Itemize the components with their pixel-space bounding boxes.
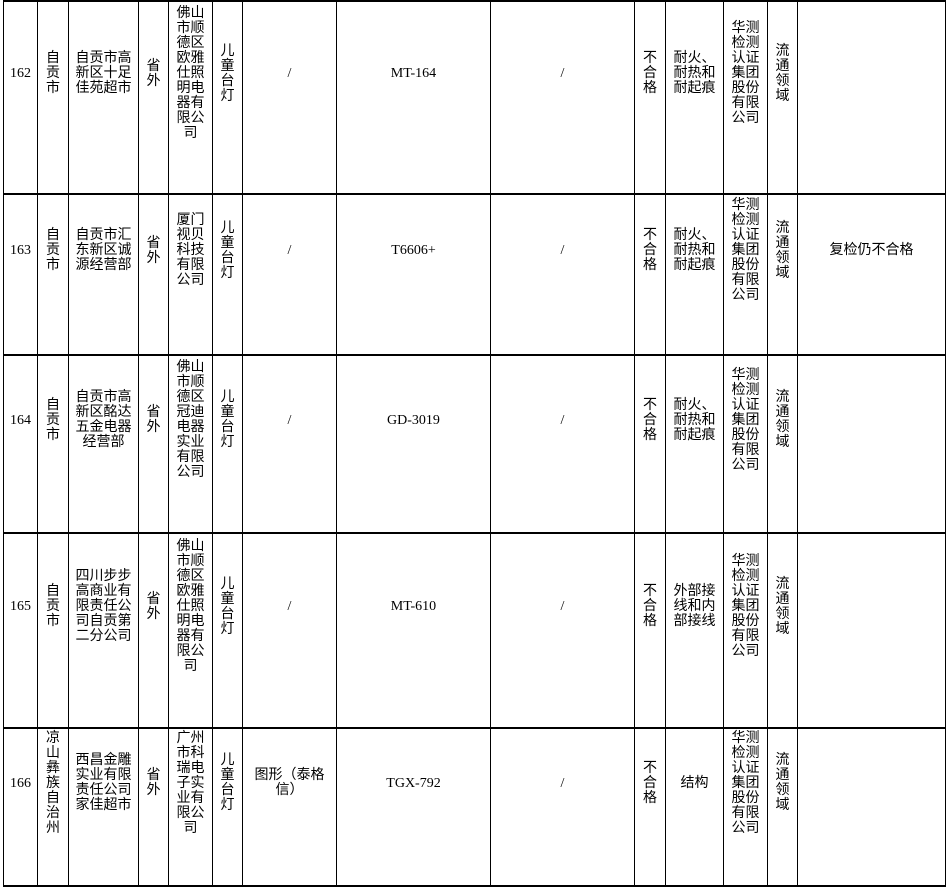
cell-sample-field: 流通领域 xyxy=(767,354,798,534)
cell-product-name: 儿童台灯 xyxy=(212,193,243,356)
cell-result: 不合格 xyxy=(634,727,666,887)
cell-seq-number: 164 xyxy=(3,354,38,534)
cell-origin: 省外 xyxy=(138,532,169,729)
cell-trademark: / xyxy=(242,354,337,534)
cell-agency: 华测检测认证集团股份有限公司 xyxy=(723,727,768,887)
table-row: 162 自贡市 自贡市高新区十足佳苑超市 省外 佛山市顺德区欧雅仕照明电器有限公… xyxy=(3,0,946,195)
cell-result: 不合格 xyxy=(634,532,666,729)
cell-manufacturer: 佛山市顺德区冠迪电器实业有限公司 xyxy=(168,354,213,534)
cell-seq-number: 165 xyxy=(3,532,38,729)
cell-region: 自贡市 xyxy=(37,193,69,356)
cell-seq-number: 166 xyxy=(3,727,38,887)
cell-trademark: / xyxy=(242,0,337,195)
cell-manufacturer: 佛山市顺德区欧雅仕照明电器有限公司 xyxy=(168,0,213,195)
cell-failed-items: 耐火、耐热和耐起痕 xyxy=(665,193,724,356)
cell-failed-items: 耐火、耐热和耐起痕 xyxy=(665,0,724,195)
cell-manufacturer: 佛山市顺德区欧雅仕照明电器有限公司 xyxy=(168,532,213,729)
cell-region: 凉山彝族自治州 xyxy=(37,727,69,887)
cell-model: TGX-792 xyxy=(336,727,491,887)
cell-seller: 自贡市高新区十足佳苑超市 xyxy=(68,0,139,195)
cell-seller: 自贡市汇东新区诚源经营部 xyxy=(68,193,139,356)
cell-model: MT-164 xyxy=(336,0,491,195)
cell-sample-field: 流通领域 xyxy=(767,193,798,356)
cell-seller: 西昌金雕实业有限责任公司家佳超市 xyxy=(68,727,139,887)
cell-model: T6606+ xyxy=(336,193,491,356)
cell-sample-field: 流通领域 xyxy=(767,532,798,729)
cell-agency: 华测检测认证集团股份有限公司 xyxy=(723,193,768,356)
table-row: 164 自贡市 自贡市高新区酩达五金电器经营部 省外 佛山市顺德区冠迪电器实业有… xyxy=(3,354,946,534)
cell-remark xyxy=(797,354,946,534)
cell-product-name: 儿童台灯 xyxy=(212,727,243,887)
cell-region: 自贡市 xyxy=(37,0,69,195)
cell-seller: 四川步步高商业有限责任公司自贡第二分公司 xyxy=(68,532,139,729)
cell-trademark: 图形（泰格信） xyxy=(242,727,337,887)
cell-result: 不合格 xyxy=(634,193,666,356)
cell-seq-number: 163 xyxy=(3,193,38,356)
cell-agency: 华测检测认证集团股份有限公司 xyxy=(723,532,768,729)
cell-failed-items: 结构 xyxy=(665,727,724,887)
cell-spec: / xyxy=(490,0,635,195)
cell-agency: 华测检测认证集团股份有限公司 xyxy=(723,354,768,534)
cell-trademark: / xyxy=(242,532,337,729)
cell-result: 不合格 xyxy=(634,0,666,195)
cell-product-name: 儿童台灯 xyxy=(212,0,243,195)
cell-region: 自贡市 xyxy=(37,354,69,534)
cell-failed-items: 耐火、耐热和耐起痕 xyxy=(665,354,724,534)
table-row: 163 自贡市 自贡市汇东新区诚源经营部 省外 厦门视贝科技有限公司 儿童台灯 … xyxy=(3,193,946,356)
cell-spec: / xyxy=(490,727,635,887)
table-row: 166 凉山彝族自治州 西昌金雕实业有限责任公司家佳超市 省外 广州市科瑞电子实… xyxy=(3,727,946,887)
cell-model: GD-3019 xyxy=(336,354,491,534)
cell-agency: 华测检测认证集团股份有限公司 xyxy=(723,0,768,195)
inspection-results-table: 162 自贡市 自贡市高新区十足佳苑超市 省外 佛山市顺德区欧雅仕照明电器有限公… xyxy=(3,0,946,887)
cell-remark xyxy=(797,0,946,195)
cell-sample-field: 流通领域 xyxy=(767,727,798,887)
cell-origin: 省外 xyxy=(138,0,169,195)
cell-remark xyxy=(797,532,946,729)
cell-spec: / xyxy=(490,193,635,356)
cell-seller: 自贡市高新区酩达五金电器经营部 xyxy=(68,354,139,534)
cell-origin: 省外 xyxy=(138,727,169,887)
cell-remark xyxy=(797,727,946,887)
cell-spec: / xyxy=(490,532,635,729)
cell-failed-items: 外部接线和内部接线 xyxy=(665,532,724,729)
cell-origin: 省外 xyxy=(138,354,169,534)
cell-manufacturer: 厦门视贝科技有限公司 xyxy=(168,193,213,356)
cell-result: 不合格 xyxy=(634,354,666,534)
table-row: 165 自贡市 四川步步高商业有限责任公司自贡第二分公司 省外 佛山市顺德区欧雅… xyxy=(3,532,946,729)
cell-region: 自贡市 xyxy=(37,532,69,729)
cell-trademark: / xyxy=(242,193,337,356)
cell-product-name: 儿童台灯 xyxy=(212,532,243,729)
cell-product-name: 儿童台灯 xyxy=(212,354,243,534)
cell-spec: / xyxy=(490,354,635,534)
cell-model: MT-610 xyxy=(336,532,491,729)
cell-seq-number: 162 xyxy=(3,0,38,195)
cell-remark: 复检仍不合格 xyxy=(797,193,946,356)
cell-origin: 省外 xyxy=(138,193,169,356)
cell-manufacturer: 广州市科瑞电子实业有限公司 xyxy=(168,727,213,887)
cell-sample-field: 流通领域 xyxy=(767,0,798,195)
